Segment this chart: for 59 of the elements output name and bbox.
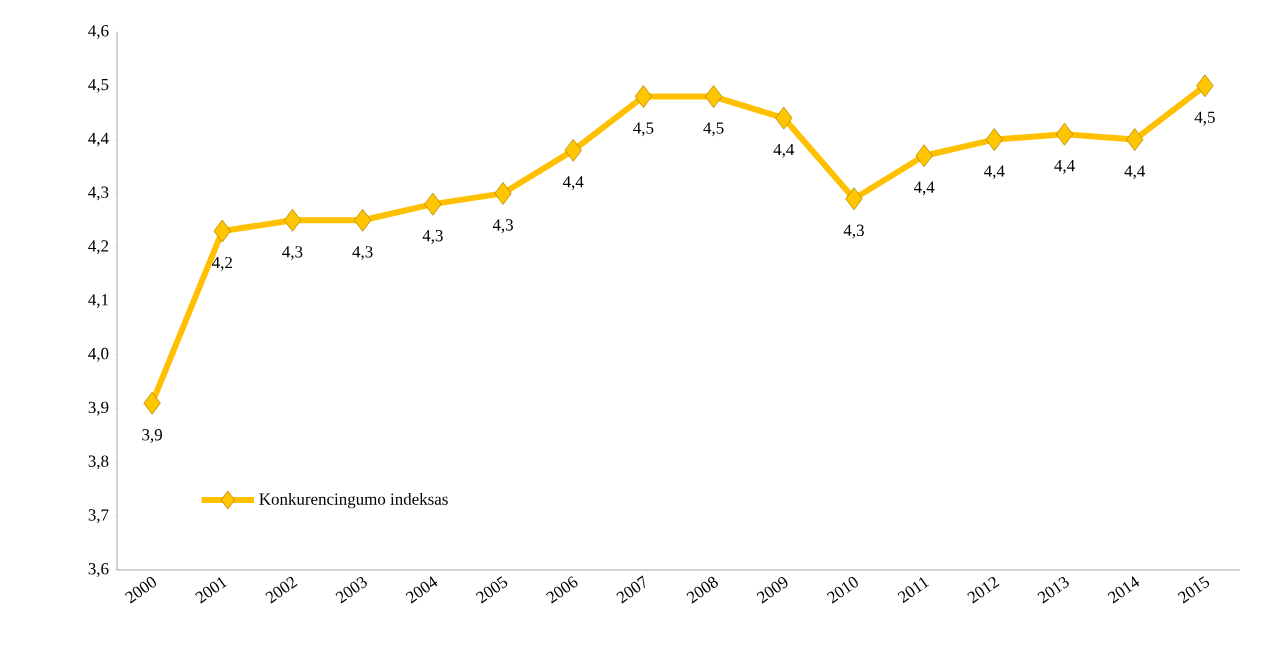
point [634, 85, 653, 108]
x-tick-label: 2000 [124, 577, 157, 604]
x-tick-label: 2011 [897, 577, 930, 604]
point [1055, 122, 1074, 146]
data-label: 4,2 [212, 256, 232, 271]
point [1126, 128, 1144, 151]
x-tick-label: 2008 [686, 576, 718, 604]
y-tick-label: 4,4 [88, 132, 109, 147]
x-tick-label: 2001 [195, 577, 228, 604]
x-tick-label: 2005 [475, 576, 508, 604]
data-label: 4,3 [843, 224, 864, 239]
data-label: 4,4 [913, 181, 935, 196]
y-tick-label: 4,0 [88, 347, 109, 362]
data-label: 4,4 [1054, 160, 1075, 174]
x-tick-label: 2015 [1177, 576, 1210, 604]
y-tick-label: 4,5 [88, 78, 109, 93]
data-label: 4,3 [352, 246, 373, 260]
data-label: 4,4 [562, 176, 584, 190]
x-tick-label: 2004 [405, 576, 438, 604]
y-tick-label: 3,6 [88, 563, 109, 577]
x-tick-label: 2013 [1037, 576, 1069, 604]
data-label: 4,4 [984, 165, 1005, 180]
x-tick-label: 2006 [546, 576, 578, 604]
y-tick-label: 4,3 [88, 186, 109, 201]
point [915, 144, 933, 168]
x-tick-label: 2010 [826, 577, 858, 604]
point [985, 128, 1003, 151]
y-tick-label: 3,9 [88, 401, 109, 416]
point [1196, 74, 1214, 98]
point [354, 208, 372, 232]
y-tick-label: 3,7 [88, 509, 109, 524]
legend-label: Konkurencingumo indeksas [259, 492, 448, 509]
point [704, 85, 723, 108]
data-label: 4,3 [422, 230, 443, 244]
y-tick-label: 3,8 [88, 455, 109, 470]
data-label: 4,4 [1124, 165, 1146, 180]
y-tick-label: 4,1 [88, 294, 109, 308]
data-label: 4,5 [633, 122, 654, 137]
x-tick-label: 2014 [1107, 576, 1140, 604]
point [143, 391, 161, 415]
point [494, 181, 512, 205]
data-label: 4,5 [703, 122, 724, 137]
data-label: 4,5 [1194, 111, 1215, 126]
y-tick-label: 4,2 [88, 240, 109, 255]
point [775, 106, 793, 130]
x-tick-label: 2003 [335, 576, 367, 604]
point [283, 208, 302, 232]
x-tick-label: 2002 [265, 577, 298, 604]
point [424, 192, 442, 216]
point [845, 187, 863, 211]
point [213, 219, 231, 243]
data-label: 4,3 [492, 219, 513, 234]
x-tick-label: 2009 [756, 577, 788, 604]
x-tick-label: 2012 [967, 577, 1000, 604]
point [564, 138, 582, 162]
data-label: 4,3 [282, 246, 303, 260]
data-label: 3,9 [142, 429, 162, 443]
y-tick-label: 4,6 [88, 25, 109, 39]
data-label: 4,4 [773, 143, 795, 158]
